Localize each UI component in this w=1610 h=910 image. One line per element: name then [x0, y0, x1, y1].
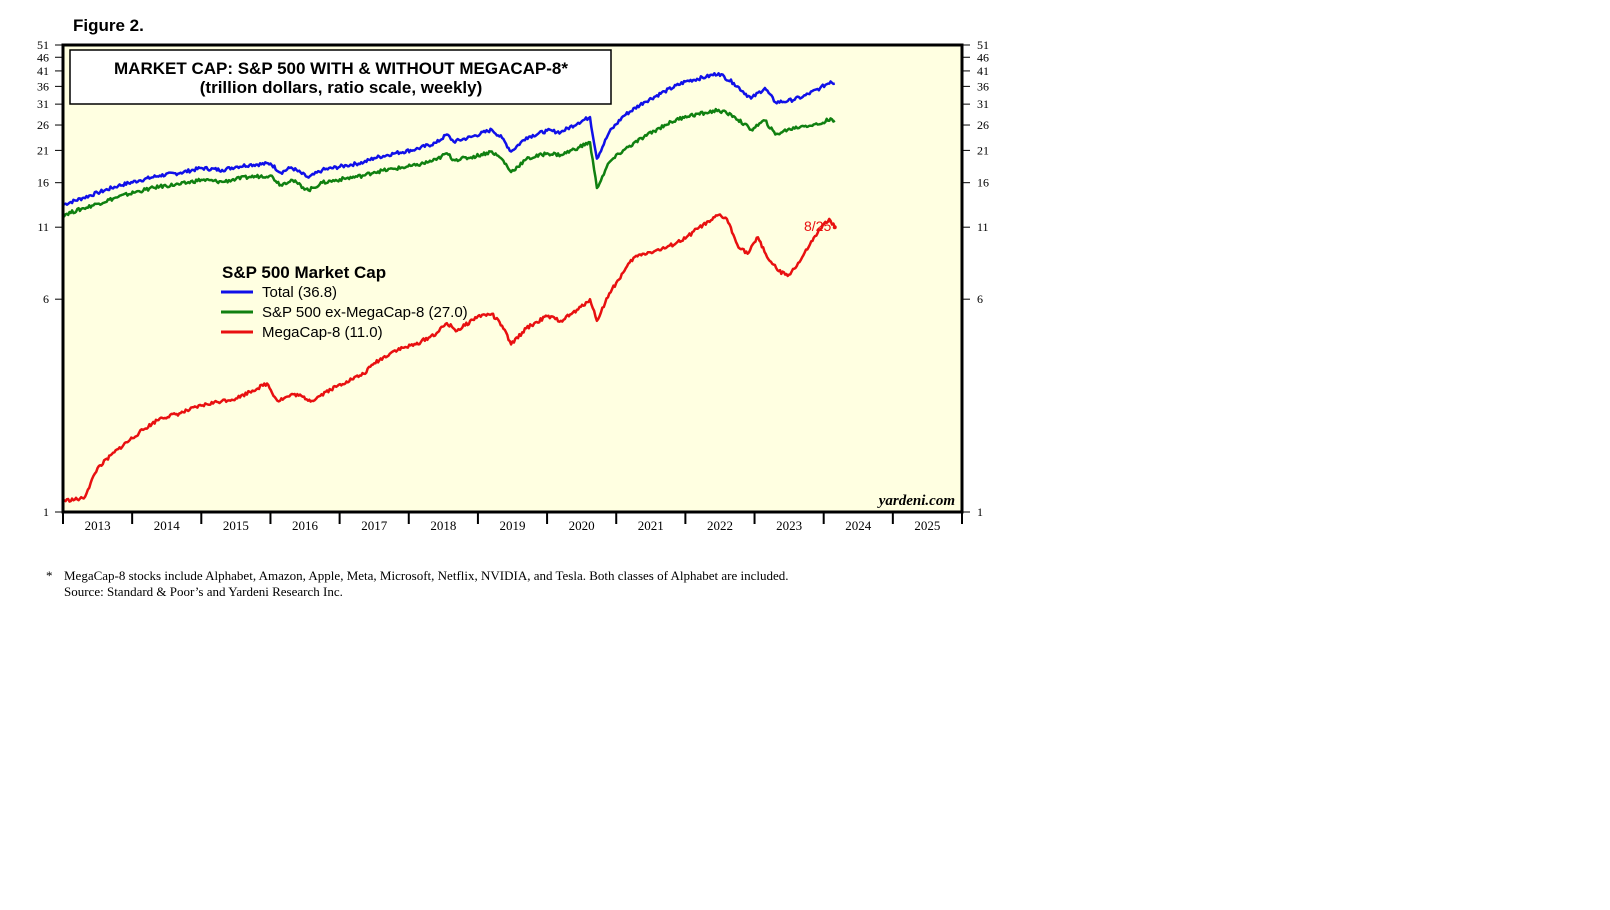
- watermark: yardeni.com: [877, 493, 955, 509]
- x-tick-label-2013: 2013: [85, 518, 111, 533]
- y-tick-label-left: 51: [37, 38, 49, 52]
- y-tick-label-right: 11: [977, 220, 989, 234]
- last-date-label: 8/25: [804, 218, 831, 234]
- footnote-marker: *: [46, 568, 53, 583]
- megacap-end-marker: [832, 225, 837, 230]
- y-tick-label-right: 21: [977, 143, 989, 157]
- x-tick-label-2014: 2014: [154, 518, 181, 533]
- y-tick-label-left: 1: [43, 505, 49, 519]
- chart-title: MARKET CAP: S&P 500 WITH & WITHOUT MEGAC…: [114, 59, 568, 78]
- y-tick-label-right: 46: [977, 50, 989, 64]
- source-text: Source: Standard & Poor’s and Yardeni Re…: [64, 584, 343, 599]
- x-tick-label-2019: 2019: [500, 518, 526, 533]
- y-tick-label-right: 31: [977, 97, 989, 111]
- figure-label: Figure 2.: [73, 16, 144, 35]
- y-tick-label-left: 16: [37, 176, 49, 190]
- plot-frame: [61, 43, 964, 514]
- y-tick-label-left: 46: [37, 50, 49, 64]
- title-box: [69, 49, 612, 105]
- legend-label-megacap: MegaCap-8 (11.0): [262, 324, 383, 341]
- y-tick-label-right: 41: [977, 64, 989, 78]
- y-tick-label-right: 51: [977, 38, 989, 52]
- x-tick-label-2015: 2015: [223, 518, 249, 533]
- y-tick-label-left: 36: [37, 79, 49, 93]
- x-tick-label-2021: 2021: [638, 518, 664, 533]
- y-tick-label-left: 41: [37, 64, 49, 78]
- series-line-ex: [62, 107, 836, 218]
- y-tick-label-left: 11: [37, 220, 49, 234]
- y-tick-label-right: 36: [977, 79, 989, 93]
- legend-title: S&P 500 Market Cap: [222, 263, 386, 282]
- y-tick-label-left: 21: [37, 143, 49, 157]
- chart-subtitle: (trillion dollars, ratio scale, weekly): [200, 78, 482, 97]
- footnote-text: MegaCap-8 stocks include Alphabet, Amazo…: [64, 568, 789, 583]
- x-tick-label-2018: 2018: [430, 518, 456, 533]
- x-tick-label-2025: 2025: [914, 518, 940, 533]
- y-tick-label-right: 1: [977, 505, 983, 519]
- y-tick-label-left: 26: [37, 118, 49, 132]
- x-tick-label-2022: 2022: [707, 518, 733, 533]
- x-tick-label-2017: 2017: [361, 518, 388, 533]
- y-tick-label-right: 6: [977, 292, 983, 306]
- legend: S&P 500 Market Cap Total (36.8) S&P 500 …: [221, 263, 468, 341]
- legend-label-total: Total (36.8): [262, 284, 337, 301]
- y-tick-label-right: 16: [977, 176, 989, 190]
- series-line-total: [62, 72, 835, 206]
- x-tick-label-2023: 2023: [776, 518, 802, 533]
- footnote: * MegaCap-8 stocks include Alphabet, Amaz…: [46, 568, 789, 600]
- x-tick-label-2020: 2020: [569, 518, 595, 533]
- series-line-mega: [62, 213, 836, 503]
- y-tick-label-right: 26: [977, 118, 989, 132]
- y-tick-label-left: 31: [37, 97, 49, 111]
- legend-label-ex-megacap: S&P 500 ex-MegaCap-8 (27.0): [262, 304, 468, 321]
- plot-area: [63, 45, 962, 512]
- x-tick-label-2024: 2024: [845, 518, 872, 533]
- x-tick-label-2016: 2016: [292, 518, 319, 533]
- y-tick-label-left: 6: [43, 292, 49, 306]
- series-layer: [62, 72, 837, 503]
